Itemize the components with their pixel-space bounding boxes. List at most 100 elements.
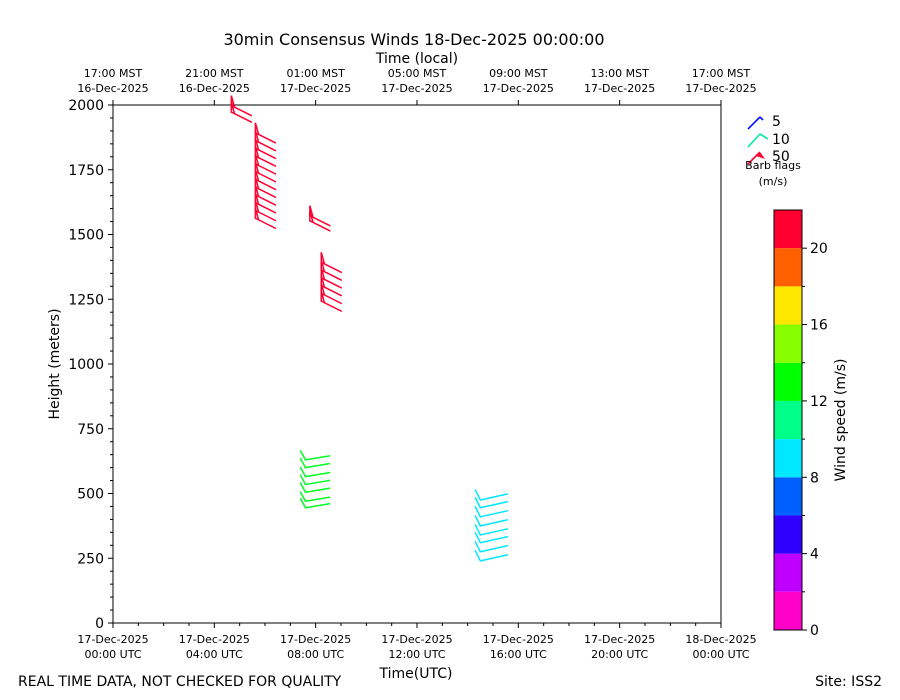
barb-feather	[299, 450, 307, 461]
top-tick-date: 17-Dec-2025	[483, 82, 554, 95]
barb-flag	[309, 205, 314, 218]
barb-feather	[474, 524, 482, 536]
x-tick-time: 20:00 UTC	[591, 648, 648, 661]
plot-area	[112, 104, 722, 624]
barb-feather	[474, 489, 482, 501]
top-axis-label: Time (local)	[375, 51, 458, 67]
barb-feather	[474, 506, 482, 518]
top-tick-time: 13:00 MST	[590, 67, 649, 80]
colorbar-segment	[774, 477, 802, 516]
x-tick-time: 08:00 UTC	[287, 648, 344, 661]
top-tick-time: 21:00 MST	[185, 67, 244, 80]
legend-label-5: 5	[772, 114, 781, 130]
wind-barb	[309, 205, 331, 227]
barb-legend: 5 10 50 Barb flags (m/s)	[745, 114, 801, 188]
wind-barb	[254, 122, 277, 144]
wind-barb	[474, 524, 509, 536]
colorbar-segment	[774, 286, 802, 325]
wind-barb	[299, 497, 331, 509]
top-tick-time: 17:00 MST	[84, 67, 143, 80]
barb-feather	[474, 531, 482, 544]
wind-barb	[474, 506, 509, 518]
barb-feather	[299, 474, 307, 486]
colorbar: 0 4 8 12 16 20	[773, 209, 828, 639]
x-tick-time: 00:00 UTC	[84, 648, 141, 661]
legend-label-10: 10	[772, 132, 790, 148]
barb-feather	[474, 541, 482, 553]
barb-shaft	[479, 510, 509, 518]
y-axis-ticks: 0 250 500 750 1000 1250 1500 1750 2000	[68, 98, 113, 632]
top-tick-date: 16-Dec-2025	[77, 82, 148, 95]
wind-barb	[230, 95, 253, 117]
barb-shaft	[479, 500, 509, 509]
wind-barb	[320, 252, 343, 274]
top-tick-date: 16-Dec-2025	[179, 82, 250, 95]
wind-barb	[299, 466, 331, 478]
barb-feather	[299, 491, 307, 503]
y-tick-label: 0	[95, 616, 104, 632]
site-label: Site: ISS2	[815, 674, 882, 690]
wind-barb	[474, 550, 509, 562]
x-tick-date: 17-Dec-2025	[483, 633, 554, 646]
x-tick-time: 12:00 UTC	[388, 648, 445, 661]
top-tick-time: 01:00 MST	[286, 67, 345, 80]
barb-feather	[474, 550, 482, 562]
colorbar-segment	[774, 210, 802, 249]
legend-entry-50: 50	[747, 149, 790, 165]
top-tick-date: 17-Dec-2025	[280, 82, 351, 95]
x-tick-time: 16:00 UTC	[490, 648, 547, 661]
barb-feather	[299, 482, 307, 493]
barb-shaft	[304, 479, 331, 486]
top-tick-time: 05:00 MST	[388, 67, 447, 80]
colorbar-tick-label: 4	[810, 547, 819, 563]
colorbar-label: Wind speed (m/s)	[833, 359, 849, 482]
wind-barb	[299, 450, 331, 461]
colorbar-segment	[774, 324, 802, 363]
colorbar-segment	[774, 439, 802, 478]
colorbar-tick-label: 12	[810, 394, 828, 410]
chart-title: 30min Consensus Winds 18-Dec-2025 00:00:…	[223, 30, 604, 49]
top-tick-date: 17-Dec-2025	[381, 82, 452, 95]
y-tick-label: 500	[77, 487, 104, 503]
wind-barb	[299, 482, 331, 493]
barb-feather	[299, 457, 307, 469]
barb-shaft	[304, 496, 331, 503]
x-axis-label: Time(UTC)	[379, 666, 453, 682]
colorbar-tick-label: 8	[810, 470, 819, 486]
wind-barb	[299, 491, 331, 503]
colorbar-segment	[774, 248, 802, 287]
quality-disclaimer: REAL TIME DATA, NOT CHECKED FOR QUALITY	[18, 674, 342, 690]
barb-shaft	[304, 462, 331, 469]
y-tick-label: 1500	[68, 228, 104, 244]
barb-shaft	[304, 502, 331, 509]
wind-barbs	[230, 95, 509, 562]
barb-shaft	[479, 493, 509, 501]
barb-shaft	[479, 519, 509, 527]
wind-barb	[474, 531, 509, 544]
wind-barb	[474, 541, 509, 553]
barb-shaft	[479, 535, 509, 544]
colorbar-segment	[774, 362, 802, 401]
y-tick-label: 750	[77, 422, 104, 438]
legend-entry-10: 10	[747, 132, 790, 148]
colorbar-segment	[774, 400, 802, 440]
colorbar-frame	[773, 209, 803, 631]
barb-shaft	[304, 471, 331, 478]
barb-shaft	[304, 455, 331, 461]
colorbar-segment	[774, 553, 802, 592]
colorbar-segment	[774, 515, 802, 554]
legend-caption: Barb flags	[745, 159, 801, 172]
wind-barb	[299, 474, 331, 486]
barb-flag	[320, 252, 326, 265]
barb-feather	[474, 515, 482, 527]
barb-flag	[254, 122, 260, 135]
barb-shaft	[479, 554, 509, 562]
wind-barb	[474, 515, 509, 527]
x-tick-date: 17-Dec-2025	[280, 633, 351, 646]
legend-entry-5: 5	[747, 114, 781, 130]
y-tick-label: 1000	[68, 357, 104, 373]
wind-barb	[474, 496, 509, 509]
colorbar-segment	[774, 591, 802, 630]
y-tick-label: 1750	[68, 163, 104, 179]
